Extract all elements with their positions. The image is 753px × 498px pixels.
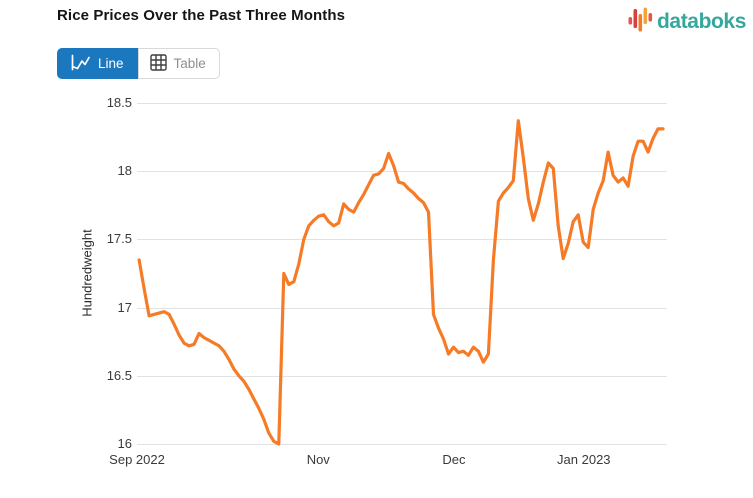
line-chart-icon: [70, 54, 91, 74]
y-axis-tick: 16: [117, 436, 132, 451]
y-axis-tick: 17: [117, 299, 132, 315]
page-title: Rice Prices Over the Past Three Months: [57, 7, 346, 24]
line-view-label: Line: [98, 56, 124, 71]
x-axis-tick: Sep 2022: [109, 452, 165, 467]
view-toggle: Line Table: [57, 48, 220, 79]
y-axis-tick: 17.5: [106, 231, 132, 247]
price-line-series: [137, 119, 665, 446]
x-axis-tick: Nov: [306, 452, 330, 467]
y-axis-tick: 18: [117, 163, 132, 179]
line-view-button[interactable]: Line: [57, 48, 139, 79]
x-axis-tick: Dec: [442, 452, 466, 467]
databoks-bars-icon: [628, 6, 654, 38]
x-axis-tick: Jan 2023: [557, 452, 611, 467]
table-view-button[interactable]: Table: [137, 48, 220, 79]
y-axis-tick: 18.5: [106, 95, 132, 110]
table-grid-icon: [149, 53, 167, 74]
databoks-logo: databoks: [628, 6, 746, 38]
y-axis-tick: 16.5: [106, 367, 132, 383]
table-view-label: Table: [173, 56, 206, 71]
databoks-wordmark: databoks: [657, 10, 746, 33]
